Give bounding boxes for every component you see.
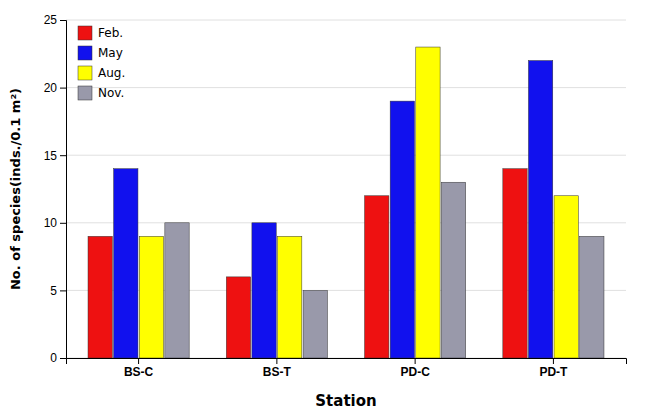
bar: [554, 196, 578, 358]
tick: 15: [44, 149, 66, 163]
legend-label: May: [98, 46, 123, 60]
tick: BS-C: [124, 358, 154, 379]
tick-mark: [138, 358, 139, 364]
legend-item: Aug.: [78, 66, 125, 80]
legend-label: Aug.: [98, 66, 125, 80]
bar-series: [88, 169, 527, 358]
bar: [528, 61, 552, 358]
tick-label: PD-T: [539, 365, 568, 379]
tick-label: BS-T: [263, 365, 292, 379]
bar: [165, 223, 189, 358]
tick-mark: [276, 358, 277, 364]
x-axis: BS-C BS-T PD-C PD-T: [67, 358, 627, 379]
bar: [416, 47, 440, 358]
plot: 0 5 10 15 20 25 BS-C BS-T PD-C PD-T Station No. of …: [8, 13, 627, 410]
tick: 10: [44, 216, 66, 230]
grid-line: [66, 20, 626, 21]
tick-mark: [60, 290, 66, 291]
tick-label: 20: [44, 81, 58, 95]
legend-label: Nov.: [98, 86, 124, 100]
y-axis-title: No. of species(inds./0.1 m²): [8, 88, 23, 290]
legend-swatch: [78, 86, 92, 100]
axis-line: [60, 21, 67, 359]
tick: PD-T: [539, 358, 568, 379]
legend-swatch: [78, 26, 92, 40]
bar: [365, 196, 389, 358]
tick-label: PD-C: [400, 365, 430, 379]
bar: [441, 182, 465, 358]
tick: 25: [44, 13, 66, 27]
tick-label: 15: [44, 149, 58, 163]
tick-label: 5: [50, 284, 57, 298]
tick-label: 0: [50, 351, 57, 365]
tick-mark: [60, 223, 66, 224]
tick: 20: [44, 81, 66, 95]
bar: [88, 236, 112, 358]
bar: [303, 290, 327, 358]
bar-series: [165, 182, 604, 358]
legend-item: Feb.: [78, 26, 123, 40]
tick-label: BS-C: [124, 365, 154, 379]
legend-swatch: [78, 46, 92, 60]
tick: PD-C: [400, 358, 430, 379]
tick-mark: [553, 358, 554, 364]
bar: [580, 236, 604, 358]
tick: 0: [50, 351, 66, 365]
legend-label: Feb.: [98, 26, 123, 40]
bar: [139, 236, 163, 358]
tick: 5: [50, 284, 66, 298]
tick-mark: [60, 88, 66, 89]
bar-series: [114, 61, 553, 358]
bar: [390, 101, 414, 358]
bar: [114, 169, 138, 358]
legend: Feb. May Aug. Nov.: [78, 26, 125, 100]
bar: [226, 277, 250, 358]
tick-label: 25: [44, 13, 58, 27]
tick-mark: [415, 358, 416, 364]
bar: [252, 223, 276, 358]
bar-series: [139, 47, 578, 358]
x-axis-title: Station: [315, 392, 376, 410]
legend-item: May: [78, 46, 123, 60]
tick-label: 10: [44, 216, 58, 230]
legend-item: Nov.: [78, 86, 124, 100]
y-axis: 0 5 10 15 20 25: [44, 13, 67, 365]
bars: [88, 47, 604, 358]
bar: [503, 169, 527, 358]
axis-line: [67, 359, 627, 365]
tick-mark: [60, 20, 66, 21]
tick: BS-T: [263, 358, 292, 379]
chart: 0 5 10 15 20 25 BS-C BS-T PD-C PD-T Station No. of …: [0, 0, 646, 420]
tick-mark: [60, 358, 66, 359]
bar: [278, 236, 302, 358]
legend-swatch: [78, 66, 92, 80]
tick-mark: [60, 155, 66, 156]
grid: [66, 20, 626, 358]
